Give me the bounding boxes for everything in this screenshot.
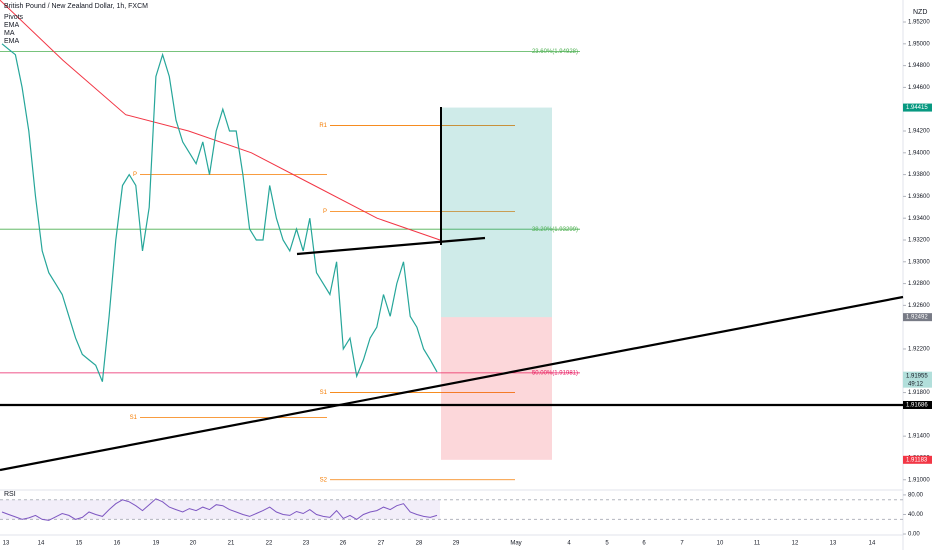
legend-item: EMA <box>4 22 20 29</box>
price-tag-label: 1.92492 <box>906 315 928 321</box>
moving-average <box>0 0 441 241</box>
y-tick-label: 1.94200 <box>908 129 930 135</box>
symbol-title: British Pound / New Zealand Dollar, 1h, … <box>4 3 148 10</box>
price-tag <box>903 313 932 322</box>
countdown: 49:12 <box>908 381 924 387</box>
x-tick-label: 10 <box>717 541 724 547</box>
take-profit-zone <box>441 107 552 318</box>
fib-label: 50.00%(1.91981) <box>532 370 578 376</box>
trendline <box>296 236 486 256</box>
y-tick-label: 1.92800 <box>908 281 930 287</box>
rsi-line <box>1 498 438 521</box>
x-tick-label: 26 <box>340 541 347 547</box>
legend-item: MA <box>4 30 15 37</box>
price-tag-label: 1.94415 <box>906 105 928 111</box>
y-tick-label: 1.92600 <box>908 303 930 309</box>
x-tick-label: 21 <box>228 541 235 547</box>
x-tick-label: 29 <box>453 541 460 547</box>
x-tick-label: 11 <box>754 541 761 547</box>
trendline <box>0 295 904 472</box>
price-tag <box>903 400 932 409</box>
y-tick-label: 1.95000 <box>908 41 930 47</box>
x-tick-label: 20 <box>190 541 197 547</box>
y-tick-label: 1.94000 <box>908 150 930 156</box>
x-tick-label: 16 <box>114 541 121 547</box>
pivot-label: R1 <box>319 123 327 129</box>
x-tick-label: 23 <box>303 541 310 547</box>
price-tag-label: 1.91183 <box>906 457 928 463</box>
fib-label: 38.20%(1.93299) <box>532 227 578 233</box>
x-tick-label: 5 <box>605 541 609 547</box>
y-tick-label: 1.94800 <box>908 63 930 69</box>
pivot-label: P <box>323 209 327 215</box>
x-tick-label: 4 <box>567 541 571 547</box>
price-tag-label: 1.91686 <box>906 403 928 409</box>
x-tick-label: 22 <box>266 541 273 547</box>
price-tag <box>903 455 932 464</box>
rsi-title: RSI <box>4 491 16 498</box>
price-line <box>1 43 438 382</box>
pivot-label: P <box>133 172 137 178</box>
price-tag <box>903 103 932 112</box>
y-tick-label: 1.91800 <box>908 390 930 396</box>
x-tick-label: 15 <box>76 541 83 547</box>
y-tick-label: 1.91000 <box>908 477 930 483</box>
price-tag <box>903 371 932 388</box>
legend-item: Pivots <box>4 14 24 21</box>
y-tick-label: 40.00 <box>908 512 924 518</box>
y-tick-label: 1.95200 <box>908 20 930 26</box>
pivot-label: S1 <box>320 390 328 396</box>
x-tick-label: 13 <box>3 541 10 547</box>
x-tick-label: 14 <box>869 541 876 547</box>
x-tick-label: 27 <box>378 541 385 547</box>
fib-label: 23.60%(1.94928) <box>532 49 578 55</box>
y-tick-label: 1.94600 <box>908 85 930 91</box>
x-tick-label: 12 <box>792 541 799 547</box>
y-tick-label: 80.00 <box>908 492 924 498</box>
x-tick-label: 13 <box>830 541 837 547</box>
x-tick-label: May <box>510 541 521 547</box>
stop-loss-zone <box>441 317 552 460</box>
y-tick-label: 1.93000 <box>908 259 930 265</box>
legend-item: EMA <box>4 38 20 45</box>
y-tick-label: 1.91400 <box>908 434 930 440</box>
x-tick-label: 6 <box>642 541 646 547</box>
rsi-band <box>0 499 440 520</box>
y-tick-label: 1.93200 <box>908 238 930 244</box>
pivot-label: S2 <box>320 477 328 483</box>
x-tick-label: 28 <box>416 541 423 547</box>
x-tick-label: 7 <box>680 541 684 547</box>
price-tag-label: 1.91955 <box>906 373 928 379</box>
x-tick-label: 19 <box>153 541 160 547</box>
y-tick-label: 1.93800 <box>908 172 930 178</box>
plot-area <box>0 0 903 521</box>
y-tick-label: 1.93600 <box>908 194 930 200</box>
pivot-label: S1 <box>130 415 138 421</box>
y-tick-label: 1.92200 <box>908 347 930 353</box>
y-tick-label: 0.00 <box>908 532 920 538</box>
x-tick-label: 14 <box>38 541 45 547</box>
y-tick-label: 1.93400 <box>908 216 930 222</box>
currency: NZD <box>913 9 927 16</box>
